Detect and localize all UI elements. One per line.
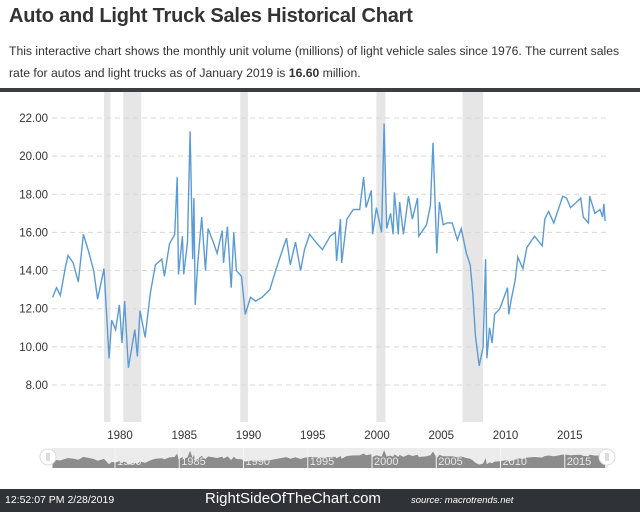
y-tick-label: 14.00 [19, 266, 48, 278]
navigator-tick-label: 1985 [181, 456, 205, 468]
x-tick-label: 1980 [107, 430, 133, 442]
recession-bands [104, 92, 484, 422]
brand-link[interactable]: RightSideOfTheChart.com [205, 490, 381, 507]
navigator-series [52, 450, 606, 468]
navigator-tick-label: 1980 [117, 456, 141, 468]
y-tick-label: 20.00 [19, 151, 48, 163]
recession-band [240, 92, 248, 422]
x-tick-label: 2010 [493, 430, 519, 442]
handle-knob[interactable] [39, 448, 57, 466]
source-text: source: macrotrends.net [411, 495, 514, 506]
navigator-left-handle[interactable] [39, 448, 57, 466]
navigator-right-handle[interactable] [598, 448, 616, 466]
desc-unit: million. [319, 66, 361, 80]
clock-text: 12:52:07 PM 2/28/2019 [5, 494, 115, 506]
navigator-tick-label: 2015 [567, 456, 591, 468]
current-sales-value: 16.60 [288, 66, 320, 80]
page-title: Auto and Light Truck Sales Historical Ch… [9, 5, 413, 27]
handle-knob[interactable] [598, 448, 616, 466]
recession-band [123, 92, 142, 422]
x-axis-labels: 1980 1985 1990 1995 2000 2005 2010 2015 [107, 430, 582, 442]
x-tick-label: 1985 [171, 430, 197, 442]
sales-line[interactable] [51, 123, 606, 368]
chart-description: This interactive chart shows the monthly… [9, 40, 634, 84]
y-tick-label: 22.00 [19, 113, 48, 125]
recession-band [376, 92, 386, 422]
y-axis-labels: 8.00 10.00 12.00 14.00 16.00 18.00 20.00 22.00 [19, 113, 48, 392]
y-tick-label: 18.00 [19, 189, 48, 201]
y-tick-label: 8.00 [26, 380, 48, 392]
gridlines [52, 117, 610, 386]
recession-band [104, 92, 111, 422]
desc-text: This interactive chart shows the monthly… [9, 44, 620, 80]
recession-band [462, 92, 484, 422]
divider [0, 88, 640, 92]
y-tick-label: 16.00 [19, 227, 48, 239]
x-tick-label: 2000 [364, 430, 390, 442]
navigator-tick-label: 2005 [438, 456, 462, 468]
x-tick-label: 1990 [236, 430, 262, 442]
navigator-tick-label: 2000 [374, 456, 398, 468]
navigator-tick-label: 1995 [310, 456, 334, 468]
y-tick-label: 10.00 [19, 342, 48, 354]
navigator-tick-label: 2010 [503, 456, 527, 468]
x-tick-label: 2015 [557, 430, 583, 442]
footer-bar: 12:52:07 PM 2/28/2019 RightSideOfTheChar… [0, 489, 640, 512]
x-tick-label: 1995 [300, 430, 326, 442]
x-tick-label: 2005 [428, 430, 454, 442]
sales-chart[interactable]: 8.0010.0012.0014.0016.0018.0020.0022.00 … [0, 92, 640, 489]
y-tick-label: 12.00 [19, 304, 48, 316]
navigator[interactable]: 1980 1985 1990 1995 2000 2005 2010 2015 [39, 448, 616, 468]
navigator-tick-label: 1990 [246, 456, 270, 468]
